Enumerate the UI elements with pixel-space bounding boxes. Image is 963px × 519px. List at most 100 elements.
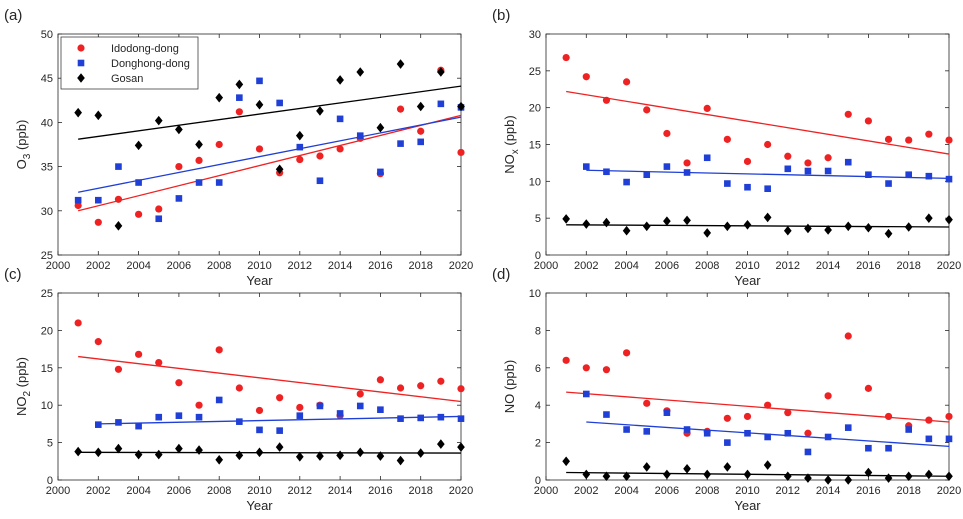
data-point [397,415,404,422]
data-point [255,447,264,458]
legend-marker [77,73,85,83]
data-point [316,451,324,461]
data-point [824,225,832,235]
y-tick-label: 35 [41,162,53,174]
x-tick-label: 2006 [655,260,679,272]
x-tick-label: 2004 [126,485,150,497]
data-point [864,117,873,125]
data-point [377,406,384,413]
x-tick-label: 2020 [937,485,961,497]
data-point [885,180,892,187]
x-tick-label: 2018 [408,260,432,272]
x-tick-label: 2008 [695,485,719,497]
data-point [135,179,142,186]
x-tick-label: 2010 [735,485,759,497]
y-tick-label: 5 [47,438,53,450]
data-point [905,171,912,179]
data-point [95,196,102,204]
data-point [864,222,873,233]
data-point [583,390,590,398]
x-tick-label: 2006 [655,485,679,497]
series-donghong-dong [74,77,465,223]
data-point [925,435,933,443]
axes-box [545,292,950,481]
data-point [256,77,263,85]
y-tick-label: 25 [41,288,53,300]
y-axis-label: O3 (ppb) [14,120,33,170]
data-point [783,225,792,236]
data-point [844,110,852,118]
data-point [295,130,304,141]
data-point [905,426,912,433]
data-point [683,426,691,433]
data-point [804,167,812,175]
data-point [296,155,304,164]
data-point [376,451,385,461]
data-point [844,475,853,485]
data-point [643,106,651,114]
data-point [703,429,711,437]
data-point [336,450,344,461]
series-donghong-dong [583,154,953,192]
data-point [316,402,324,410]
data-point [94,110,103,121]
data-point [114,195,123,203]
y-tick-label: 30 [41,206,53,218]
y-tick-label: 50 [41,29,53,41]
y-tick-label: 10 [529,176,541,188]
data-point [643,399,651,407]
data-point [623,178,630,186]
series-donghong-dong [583,390,953,456]
data-point [155,205,163,213]
panel-1: 2000 2002 2004 2006 2008 2010 2012 2014 2016 2018… [4,7,473,288]
x-tick-label: 2012 [288,260,312,272]
data-point [236,418,243,425]
data-point [457,148,465,157]
data-point [115,163,122,170]
y-tick-label: 20 [41,325,53,337]
data-point [743,157,752,166]
data-point [945,136,953,144]
data-point [562,214,570,224]
legend: Idodong-dong Donghong-dong Gosan [60,36,199,90]
data-point [295,452,304,462]
x-tick-label: 2020 [449,485,473,497]
x-tick-label: 2000 [534,485,558,497]
data-point [356,67,365,77]
data-point [135,210,143,218]
data-point [683,463,691,474]
x-tick-label: 2002 [574,485,598,497]
data-point [663,409,671,416]
data-point [396,59,405,69]
data-point [824,433,832,441]
x-tick-label: 2018 [896,260,920,272]
data-point [175,195,183,202]
series-idodong-dong [562,53,953,167]
data-point [74,196,82,204]
data-point [316,177,324,185]
trend-line [566,471,950,477]
data-point [416,101,425,112]
data-point [215,396,223,404]
x-tick-label: 2020 [449,260,473,272]
data-point [663,216,671,226]
data-point [844,158,852,166]
data-point [905,136,913,144]
data-point [864,467,873,478]
data-point [784,409,792,417]
data-point [562,456,570,467]
data-point [583,163,590,170]
data-point [316,106,324,116]
series-gosan [74,439,465,466]
x-tick-label: 2008 [695,260,719,272]
x-tick-label: 2002 [86,260,110,272]
trend-line [78,116,462,193]
data-point [884,473,893,483]
data-point [864,384,873,392]
y-tick-label: 40 [41,117,53,129]
data-point [723,135,731,143]
y-tick-label: 0 [535,250,541,262]
series-gosan [562,456,953,485]
data-point [784,429,792,437]
data-point [296,412,304,419]
